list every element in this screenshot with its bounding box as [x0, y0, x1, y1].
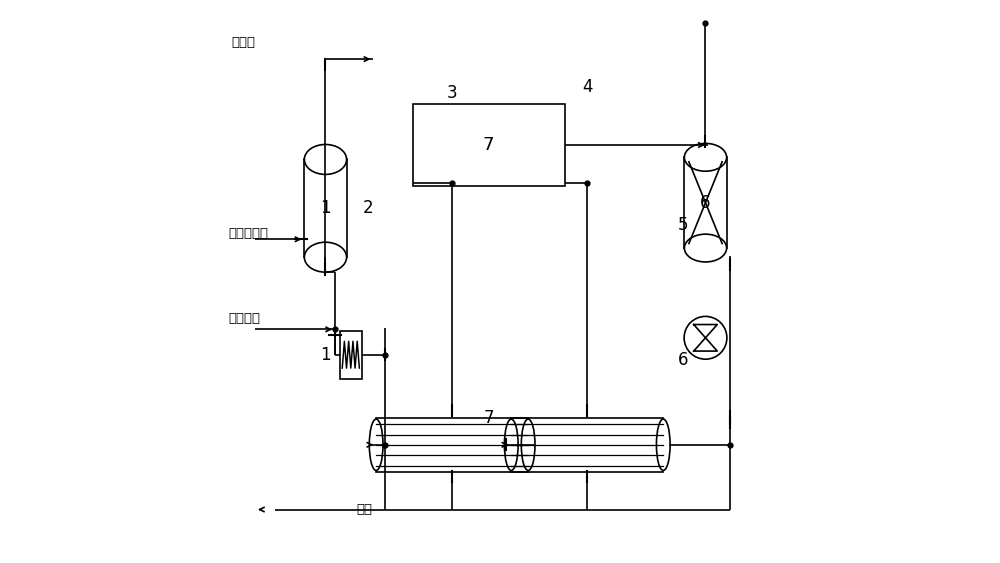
Text: 6: 6	[678, 351, 688, 369]
Text: 6: 6	[700, 194, 711, 212]
Text: 3: 3	[447, 84, 457, 102]
Ellipse shape	[684, 144, 727, 171]
Ellipse shape	[504, 419, 518, 471]
Text: 去放空: 去放空	[231, 35, 255, 49]
Ellipse shape	[304, 145, 347, 175]
Text: 7: 7	[483, 409, 494, 427]
Bar	[304, 159, 347, 257]
Text: 7: 7	[483, 136, 494, 154]
Bar	[340, 330, 362, 378]
Ellipse shape	[521, 419, 535, 471]
Text: 1: 1	[320, 346, 331, 364]
Bar	[413, 104, 565, 186]
Bar	[376, 418, 528, 472]
Text: 己二酸尾气: 己二酸尾气	[229, 227, 269, 240]
Text: 压缩空气: 压缩空气	[229, 311, 261, 325]
Bar	[511, 418, 663, 472]
Text: 1: 1	[320, 199, 331, 217]
Ellipse shape	[684, 234, 727, 262]
Bar	[684, 157, 727, 248]
Ellipse shape	[369, 419, 383, 471]
Text: 4: 4	[582, 78, 593, 96]
Text: 废液: 废液	[356, 503, 372, 516]
Text: 2: 2	[362, 199, 373, 217]
Ellipse shape	[304, 242, 347, 272]
Text: 5: 5	[678, 216, 688, 234]
Ellipse shape	[656, 419, 670, 471]
